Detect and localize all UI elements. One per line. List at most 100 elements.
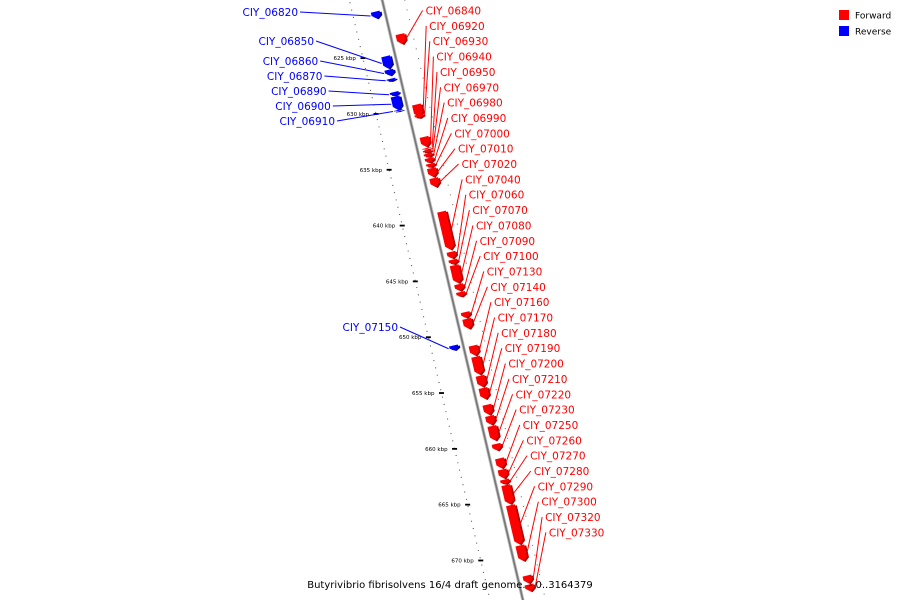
forward-gene-label[interactable]: CIY_07250 <box>523 420 579 432</box>
forward-gene[interactable] <box>487 424 501 442</box>
forward-gene-label[interactable]: CIY_06950 <box>440 67 496 79</box>
forward-gene[interactable] <box>500 478 512 486</box>
legend-reverse-swatch <box>839 26 849 36</box>
gene-body <box>422 149 432 153</box>
forward-gene-label[interactable]: CIY_07260 <box>526 435 582 447</box>
reverse-gene-leader <box>315 40 382 64</box>
reverse-gene-label[interactable]: CIY_06910 <box>280 116 336 128</box>
forward-gene-label[interactable]: CIY_07230 <box>519 405 575 417</box>
forward-gene-label[interactable]: CIY_06930 <box>433 36 489 48</box>
reverse-gene[interactable] <box>381 55 394 70</box>
forward-gene[interactable] <box>460 311 473 319</box>
forward-gene-label[interactable]: CIY_06980 <box>447 98 503 110</box>
forward-gene[interactable] <box>497 468 510 480</box>
forward-gene-label[interactable]: CIY_07270 <box>530 451 586 463</box>
forward-gene-label[interactable]: CIY_07130 <box>487 266 543 278</box>
forward-gene[interactable] <box>448 258 460 266</box>
forward-gene-label[interactable]: CIY_07180 <box>501 328 557 340</box>
forward-gene-label[interactable]: CIY_07190 <box>505 343 561 355</box>
forward-gene[interactable] <box>454 283 466 292</box>
forward-gene[interactable] <box>446 250 459 260</box>
forward-gene[interactable] <box>424 157 436 164</box>
forward-gene[interactable] <box>426 167 439 179</box>
forward-gene[interactable] <box>456 290 468 298</box>
forward-gene[interactable] <box>395 33 408 46</box>
forward-gene[interactable] <box>449 264 464 285</box>
forward-gene-label[interactable]: CIY_07320 <box>545 512 601 524</box>
forward-gene-label[interactable]: CIY_07100 <box>483 251 539 263</box>
reverse-gene[interactable] <box>384 68 396 77</box>
reverse-gene[interactable] <box>389 91 401 97</box>
forward-gene-label[interactable]: CIY_07200 <box>508 359 564 371</box>
reverse-gene[interactable] <box>370 10 383 20</box>
forward-gene[interactable] <box>478 386 492 401</box>
forward-gene[interactable] <box>485 414 498 426</box>
forward-gene-label[interactable]: CIY_06940 <box>436 52 492 64</box>
forward-gene[interactable] <box>515 544 529 563</box>
forward-gene-leader <box>434 117 449 160</box>
forward-gene-label[interactable]: CIY_06970 <box>444 82 500 94</box>
forward-gene-label[interactable]: CIY_07290 <box>538 481 594 493</box>
forward-gene-label[interactable]: CIY_07000 <box>454 128 510 140</box>
reverse-gene[interactable] <box>449 344 461 351</box>
reverse-gene-label[interactable]: CIY_06900 <box>275 101 331 113</box>
forward-gene-label[interactable]: CIY_07070 <box>472 205 528 217</box>
forward-gene[interactable] <box>501 484 516 506</box>
forward-gene-label[interactable]: CIY_07160 <box>494 297 549 309</box>
forward-gene-label[interactable]: CIY_07040 <box>465 174 521 186</box>
forward-gene-leader <box>486 332 499 381</box>
forward-gene[interactable] <box>422 146 434 151</box>
forward-gene[interactable] <box>423 152 435 158</box>
gene-body <box>468 344 479 356</box>
forward-gene[interactable] <box>475 374 489 388</box>
forward-gene-label[interactable]: CIY_07170 <box>498 313 554 325</box>
reverse-gene-label[interactable]: CIY_06890 <box>271 86 327 98</box>
ruler-tick-label: 635 kbp <box>360 168 383 174</box>
forward-gene[interactable] <box>429 177 442 189</box>
forward-gene[interactable] <box>437 210 456 251</box>
reverse-gene-leader <box>399 326 449 350</box>
forward-gene-label[interactable]: CIY_07210 <box>512 374 567 386</box>
reverse-gene-label[interactable]: CIY_06860 <box>263 56 319 68</box>
forward-gene[interactable] <box>422 149 434 154</box>
forward-gene[interactable] <box>522 574 535 585</box>
forward-gene-label[interactable]: CIY_07010 <box>458 144 513 156</box>
ruler-tick-label: 625 kbp <box>334 56 357 62</box>
forward-gene-label[interactable]: CIY_06990 <box>451 113 507 125</box>
forward-gene[interactable] <box>524 583 537 593</box>
map-title: Butyrivibrio fibrisolvens 16/4 draft gen… <box>307 580 593 591</box>
forward-gene[interactable] <box>482 403 495 416</box>
reverse-gene[interactable] <box>393 108 405 113</box>
reverse-gene-label[interactable]: CIY_06870 <box>267 71 323 83</box>
reverse-gene-label[interactable]: CIY_06850 <box>259 36 315 48</box>
forward-gene-label[interactable]: CIY_07300 <box>541 497 597 509</box>
reverse-gene[interactable] <box>390 95 404 111</box>
forward-gene-label[interactable]: CIY_07060 <box>469 190 525 202</box>
forward-gene[interactable] <box>468 344 481 357</box>
forward-gene-label[interactable]: CIY_07280 <box>534 466 590 478</box>
forward-gene[interactable] <box>462 317 475 330</box>
forward-gene[interactable] <box>419 135 432 148</box>
forward-gene-label[interactable]: CIY_07020 <box>462 159 518 171</box>
gene-body <box>412 103 423 117</box>
forward-gene[interactable] <box>495 457 508 470</box>
gene-body <box>381 55 392 69</box>
forward-gene-label[interactable]: CIY_07080 <box>476 220 531 232</box>
forward-gene-label[interactable]: CIY_07330 <box>549 527 605 539</box>
forward-gene-label[interactable]: CIY_06920 <box>429 21 485 33</box>
forward-gene-label[interactable]: CIY_07220 <box>516 389 572 401</box>
forward-gene-label[interactable]: CIY_07140 <box>490 282 546 294</box>
gene-body <box>426 167 437 178</box>
gene-body <box>437 210 454 250</box>
forward-gene[interactable] <box>491 442 504 452</box>
forward-gene[interactable] <box>425 162 438 168</box>
reverse-gene[interactable] <box>386 77 398 82</box>
reverse-gene-label[interactable]: CIY_06820 <box>243 7 299 19</box>
forward-gene[interactable] <box>506 504 526 546</box>
reverse-gene-label[interactable]: CIY_07150 <box>343 322 399 334</box>
forward-gene-label[interactable]: CIY_06840 <box>426 6 482 18</box>
forward-gene[interactable] <box>414 113 426 119</box>
forward-gene[interactable] <box>471 355 486 376</box>
forward-gene-label[interactable]: CIY_07090 <box>480 236 536 248</box>
